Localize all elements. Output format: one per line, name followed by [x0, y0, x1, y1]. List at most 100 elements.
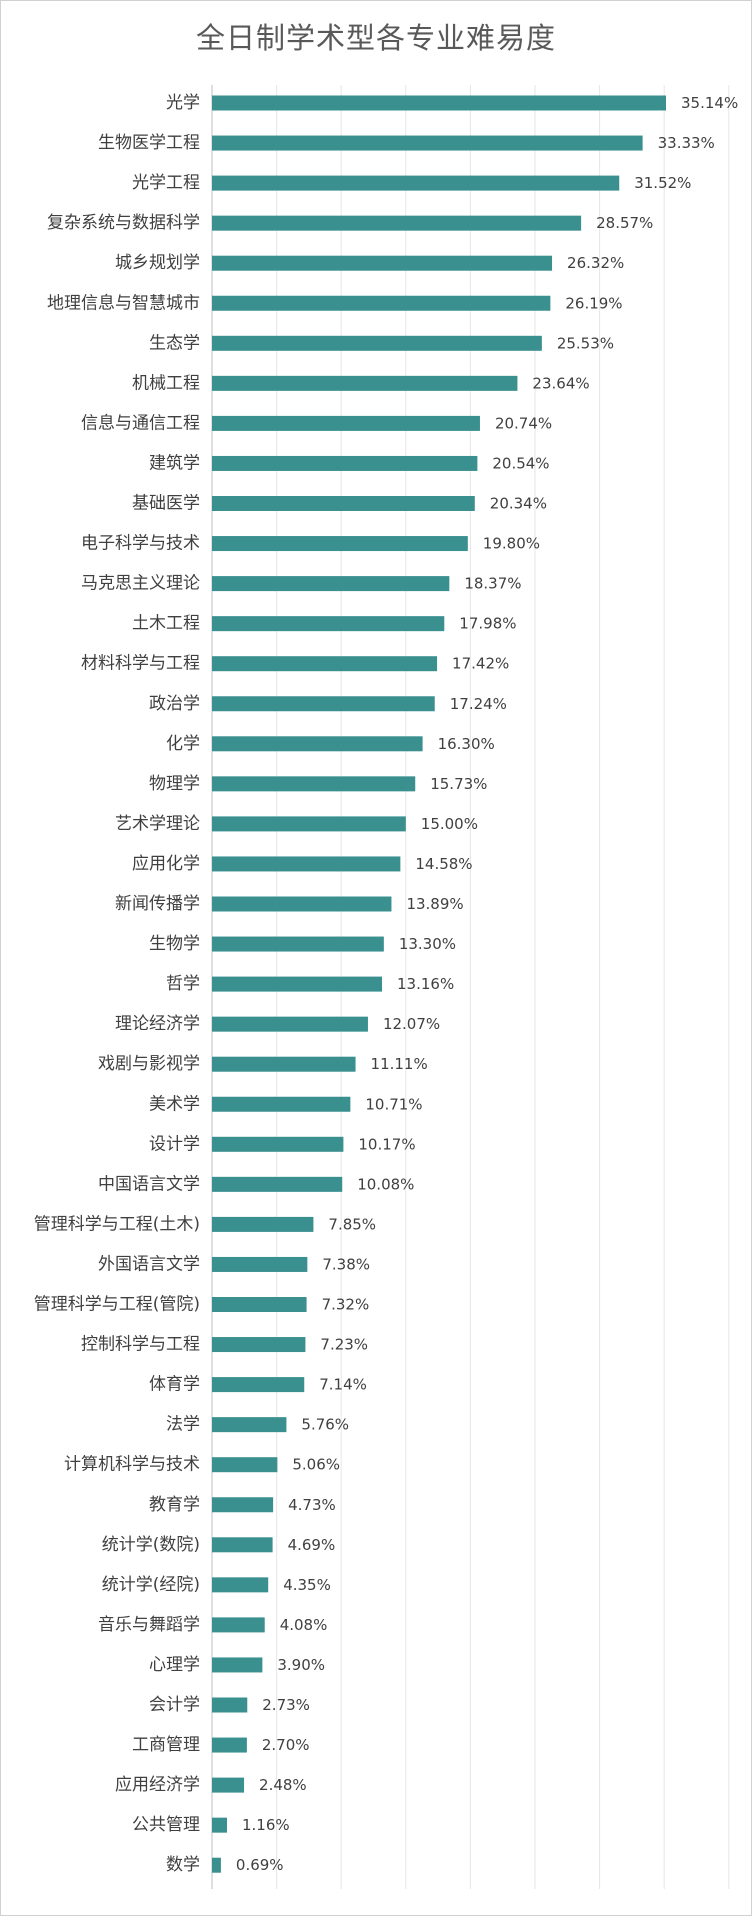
category-label: 工商管理: [132, 1735, 200, 1755]
data-label: 23.64%: [532, 374, 589, 392]
data-label: 4.69%: [288, 1536, 336, 1554]
data-label: 4.35%: [283, 1576, 331, 1594]
category-label: 马克思主义理论: [81, 574, 200, 594]
category-label: 中国语言文学: [98, 1174, 200, 1194]
chart-title: 全日制学术型各专业难易度: [195, 21, 556, 55]
category-label: 外国语言文学: [98, 1254, 200, 1274]
data-label: 11.11%: [371, 1055, 428, 1073]
bar: [212, 1096, 351, 1112]
bar: [212, 496, 475, 511]
data-label: 4.73%: [288, 1496, 336, 1514]
bar: [212, 1697, 248, 1713]
bar: [212, 1136, 344, 1152]
bar: [212, 1857, 221, 1873]
bar: [212, 1737, 247, 1753]
category-label: 数学: [166, 1855, 200, 1875]
data-label: 15.00%: [421, 815, 478, 833]
data-label: 31.52%: [634, 174, 691, 192]
category-label: 会计学: [149, 1695, 200, 1715]
bar: [212, 135, 643, 151]
data-label: 2.73%: [262, 1696, 310, 1714]
bar: [212, 856, 401, 872]
bar: [212, 1056, 356, 1072]
data-label: 7.85%: [328, 1215, 376, 1233]
bar: [212, 1256, 308, 1272]
data-label: 13.89%: [406, 895, 463, 913]
data-label: 19.80%: [483, 535, 540, 553]
category-label: 理论经济学: [115, 1014, 200, 1034]
data-label: 17.42%: [452, 655, 509, 673]
data-label: 7.32%: [322, 1296, 370, 1314]
bar: [212, 175, 620, 191]
bar: [212, 696, 435, 712]
category-label: 建筑学: [149, 453, 200, 473]
category-label: 哲学: [166, 974, 200, 994]
bar: [212, 1497, 274, 1513]
category-label: 公共管理: [132, 1815, 200, 1835]
category-label: 地理信息与智慧城市: [47, 293, 200, 313]
data-label: 7.38%: [322, 1255, 370, 1273]
category-label: 美术学: [149, 1094, 200, 1114]
category-label: 信息与通信工程: [81, 413, 200, 433]
category-label: 教育学: [149, 1495, 200, 1515]
category-label: 应用化学: [132, 854, 200, 874]
category-label: 土木工程: [132, 614, 200, 634]
bar: [212, 1176, 343, 1192]
data-label: 16.30%: [438, 735, 495, 753]
data-label: 20.54%: [492, 454, 549, 472]
bar: [212, 976, 383, 992]
data-label: 10.08%: [357, 1175, 414, 1193]
data-label: 5.06%: [292, 1456, 340, 1474]
data-label: 13.30%: [399, 935, 456, 953]
bar: [212, 1297, 307, 1312]
bar: [212, 415, 480, 431]
bar: [212, 936, 384, 952]
bar: [212, 95, 666, 111]
category-label: 光学: [166, 93, 200, 113]
category-label: 艺术学理论: [115, 814, 200, 834]
bar: [212, 896, 392, 912]
category-label: 设计学: [149, 1134, 200, 1154]
category-label: 机械工程: [132, 373, 200, 393]
category-label: 统计学(经院): [102, 1575, 200, 1595]
data-label: 0.69%: [236, 1856, 284, 1874]
category-label: 城乡规划学: [115, 253, 200, 273]
data-label: 33.33%: [658, 134, 715, 152]
data-label: 3.90%: [277, 1656, 325, 1674]
bar: [212, 1817, 227, 1833]
bar: [212, 215, 582, 231]
data-label: 20.34%: [490, 495, 547, 513]
category-label: 计算机科学与技术: [64, 1455, 200, 1475]
data-label: 2.70%: [262, 1736, 310, 1754]
bar: [212, 1417, 287, 1433]
data-label: 12.07%: [383, 1015, 440, 1033]
category-label: 控制科学与工程: [81, 1335, 200, 1355]
bar: [212, 455, 478, 471]
category-label: 生物医学工程: [98, 133, 200, 153]
category-label: 生态学: [149, 333, 200, 353]
data-label: 1.16%: [242, 1816, 290, 1834]
category-label: 材料科学与工程: [81, 654, 200, 674]
data-label: 5.76%: [301, 1416, 349, 1434]
data-label: 14.58%: [415, 855, 472, 873]
category-label: 化学: [166, 734, 200, 754]
data-label: 10.71%: [365, 1095, 422, 1113]
bar: [212, 1537, 273, 1553]
bar: [212, 616, 445, 632]
category-label: 戏剧与影视学: [98, 1054, 200, 1074]
bar: [212, 1377, 305, 1393]
data-label: 18.37%: [464, 575, 521, 593]
category-label: 光学工程: [132, 173, 200, 193]
bar: [212, 1617, 265, 1633]
data-label: 17.24%: [450, 695, 507, 713]
data-label: 7.14%: [319, 1376, 367, 1394]
bar: [212, 1457, 278, 1473]
bar: [212, 536, 468, 552]
data-label: 28.57%: [596, 214, 653, 232]
category-label: 心理学: [149, 1655, 200, 1675]
bar: [212, 1016, 368, 1032]
bar: [212, 576, 450, 592]
category-label: 物理学: [149, 774, 200, 794]
